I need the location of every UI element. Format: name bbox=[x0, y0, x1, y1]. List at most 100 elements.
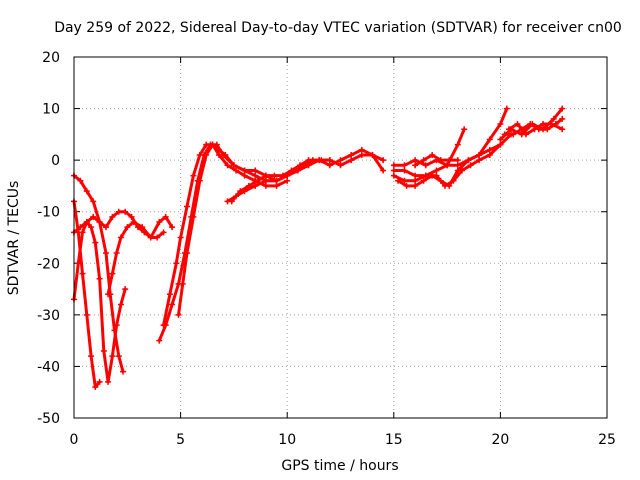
data-point-marker bbox=[348, 157, 355, 164]
data-point-marker bbox=[241, 172, 248, 179]
data-point-marker bbox=[503, 105, 510, 112]
data-point-marker bbox=[215, 146, 222, 153]
data-point-marker bbox=[254, 177, 261, 184]
data-point-marker bbox=[79, 270, 86, 277]
x-tick-label: 10 bbox=[278, 432, 296, 448]
data-point-marker bbox=[169, 301, 176, 308]
data-point-marker bbox=[369, 151, 376, 158]
data-point-marker bbox=[224, 162, 231, 169]
data-point-marker bbox=[96, 219, 103, 226]
chart-title: Day 259 of 2022, Sidereal Day-to-day VTE… bbox=[54, 20, 622, 36]
data-point-marker bbox=[262, 182, 269, 189]
data-point-marker bbox=[501, 131, 508, 138]
data-point-marker bbox=[390, 167, 397, 174]
data-point-marker bbox=[465, 157, 472, 164]
data-point-marker bbox=[203, 151, 210, 158]
data-point-marker bbox=[96, 378, 103, 385]
x-tick-label: 5 bbox=[176, 432, 185, 448]
data-point-marker bbox=[337, 162, 344, 169]
data-point-marker bbox=[190, 172, 197, 179]
y-axis-label: SDTVAR / TECUs bbox=[6, 181, 22, 296]
series-track-10 bbox=[228, 146, 387, 205]
series-track-14 bbox=[395, 131, 515, 189]
y-tick-labels: -50 -40 -30 -20 -10 0 10 20 bbox=[37, 50, 60, 427]
data-point-marker bbox=[230, 162, 237, 169]
x-axis-label: GPS time / hours bbox=[281, 458, 398, 474]
data-point-marker bbox=[390, 162, 397, 169]
data-point-marker bbox=[166, 291, 173, 298]
data-point-marker bbox=[228, 198, 235, 205]
data-point-marker bbox=[422, 172, 429, 179]
data-point-marker bbox=[540, 121, 547, 128]
data-point-marker bbox=[130, 219, 137, 226]
data-point-marker bbox=[544, 126, 551, 133]
data-point-marker bbox=[245, 182, 252, 189]
data-point-marker bbox=[117, 301, 124, 308]
data-point-marker bbox=[358, 151, 365, 158]
data-point-marker bbox=[437, 177, 444, 184]
data-point-marker bbox=[233, 167, 240, 174]
data-point-marker bbox=[109, 270, 116, 277]
data-point-marker bbox=[476, 157, 483, 164]
data-point-marker bbox=[486, 151, 493, 158]
data-point-marker bbox=[358, 146, 365, 153]
data-point-marker bbox=[514, 121, 521, 128]
y-tick-label: -40 bbox=[37, 359, 60, 375]
data-point-marker bbox=[190, 213, 197, 220]
series-line bbox=[392, 107, 509, 167]
data-point-marker bbox=[105, 378, 112, 385]
data-point-marker bbox=[183, 203, 190, 210]
data-point-marker bbox=[160, 322, 167, 329]
x-tick-label: 20 bbox=[491, 432, 509, 448]
data-point-marker bbox=[497, 121, 504, 128]
data-point-marker bbox=[296, 162, 303, 169]
data-point-marker bbox=[476, 151, 483, 158]
data-point-marker bbox=[401, 177, 408, 184]
data-point-marker bbox=[117, 234, 124, 241]
data-point-marker bbox=[422, 162, 429, 169]
plot-frame bbox=[73, 56, 608, 419]
data-point-marker bbox=[454, 157, 461, 164]
data-point-marker bbox=[429, 151, 436, 158]
data-point-marker bbox=[486, 136, 493, 143]
data-point-marker bbox=[326, 157, 333, 164]
data-point-marker bbox=[139, 224, 146, 231]
data-point-marker bbox=[113, 322, 120, 329]
data-point-marker bbox=[102, 249, 109, 256]
data-point-marker bbox=[326, 162, 333, 169]
x-tick-label: 15 bbox=[385, 432, 403, 448]
data-point-marker bbox=[109, 353, 116, 360]
data-point-marker bbox=[222, 151, 229, 158]
data-point-marker bbox=[154, 234, 161, 241]
data-point-marker bbox=[77, 177, 84, 184]
data-point-marker bbox=[454, 162, 461, 169]
data-point-marker bbox=[196, 177, 203, 184]
data-point-marker bbox=[179, 280, 186, 287]
data-point-marker bbox=[444, 162, 451, 169]
series-track-15 bbox=[412, 151, 461, 169]
data-point-marker bbox=[305, 157, 312, 164]
data-point-marker bbox=[395, 177, 402, 184]
data-point-marker bbox=[271, 172, 278, 179]
y-tick-label: -30 bbox=[37, 308, 60, 324]
data-point-marker bbox=[88, 353, 95, 360]
data-point-marker bbox=[559, 126, 566, 133]
series-track-3 bbox=[71, 198, 103, 391]
data-point-marker bbox=[196, 151, 203, 158]
data-point-marker bbox=[273, 177, 280, 184]
series-track-11 bbox=[390, 126, 468, 179]
data-point-marker bbox=[446, 182, 453, 189]
data-point-marker bbox=[412, 162, 419, 169]
series-line bbox=[392, 127, 466, 178]
grid-layer bbox=[74, 57, 607, 418]
data-point-marker bbox=[113, 249, 120, 256]
data-point-marker bbox=[156, 337, 163, 344]
data-point-marker bbox=[115, 353, 122, 360]
data-point-marker bbox=[497, 136, 504, 143]
data-point-marker bbox=[105, 291, 112, 298]
data-point-marker bbox=[337, 157, 344, 164]
data-point-marker bbox=[412, 157, 419, 164]
data-point-marker bbox=[412, 177, 419, 184]
data-point-marker bbox=[122, 208, 129, 215]
